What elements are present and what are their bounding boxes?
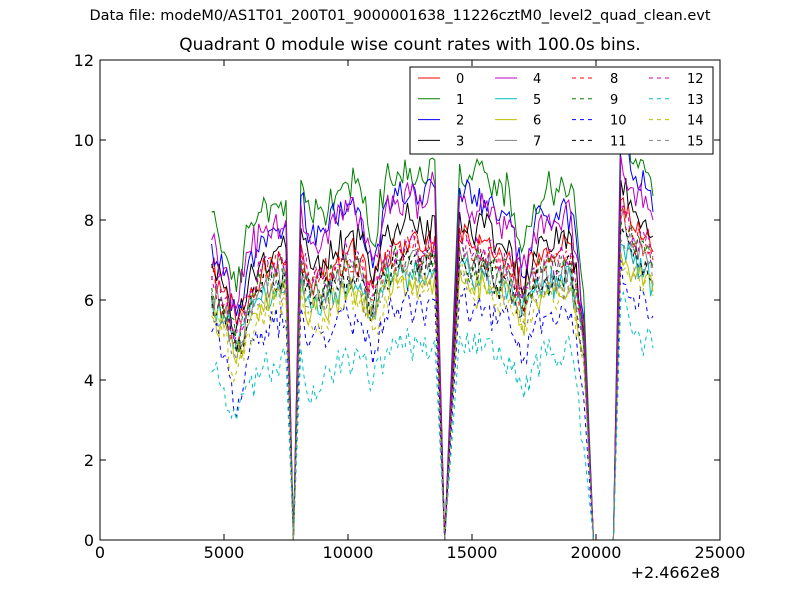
legend-label-4: 4 <box>533 72 541 87</box>
y-tick-label: 10 <box>74 131 94 150</box>
legend-label-9: 9 <box>610 93 618 108</box>
series-line-15 <box>211 238 654 540</box>
series-line-8 <box>211 205 654 540</box>
legend-label-10: 10 <box>610 114 627 129</box>
legend-label-6: 6 <box>533 114 541 129</box>
legend-label-15: 15 <box>687 134 704 149</box>
figure-suptitle: Data file: modeM0/AS1T01_200T01_90000016… <box>89 8 711 24</box>
legend-label-3: 3 <box>456 134 464 149</box>
legend-label-14: 14 <box>687 114 704 129</box>
chart-title: Quadrant 0 module wise count rates with … <box>179 35 641 55</box>
legend-label-11: 11 <box>610 134 627 149</box>
series-line-12 <box>211 205 654 540</box>
plot-lines <box>211 112 654 540</box>
x-tick-label: 15000 <box>447 543 498 562</box>
x-tick-label: 5000 <box>204 543 245 562</box>
x-offset-label: +2.4662e8 <box>631 563 720 582</box>
x-tick-label: 25000 <box>695 543 746 562</box>
x-tick-label: 20000 <box>571 543 622 562</box>
legend-label-1: 1 <box>456 93 464 108</box>
series-line-3 <box>211 177 654 540</box>
series-line-4 <box>211 155 654 540</box>
legend-label-12: 12 <box>687 72 704 87</box>
x-tick-label: 10000 <box>323 543 374 562</box>
series-line-11 <box>211 226 654 540</box>
y-tick-label: 0 <box>84 531 94 550</box>
x-tick-label: 0 <box>95 543 105 562</box>
series-line-9 <box>211 219 654 540</box>
y-tick-label: 12 <box>74 51 94 70</box>
legend-label-8: 8 <box>610 72 618 87</box>
legend-label-13: 13 <box>687 93 704 108</box>
series-line-5 <box>211 243 654 540</box>
series-line-7 <box>211 208 654 540</box>
legend-box <box>409 66 714 155</box>
legend-label-7: 7 <box>533 134 541 149</box>
y-tick-label: 8 <box>84 211 94 230</box>
y-tick-label: 2 <box>84 451 94 470</box>
series-line-10 <box>211 259 654 540</box>
legend-label-2: 2 <box>456 114 464 129</box>
series-line-14 <box>211 251 654 540</box>
legend-label-5: 5 <box>533 93 541 108</box>
y-tick-label: 4 <box>84 371 94 390</box>
y-tick-label: 6 <box>84 291 94 310</box>
legend-label-0: 0 <box>456 72 464 87</box>
